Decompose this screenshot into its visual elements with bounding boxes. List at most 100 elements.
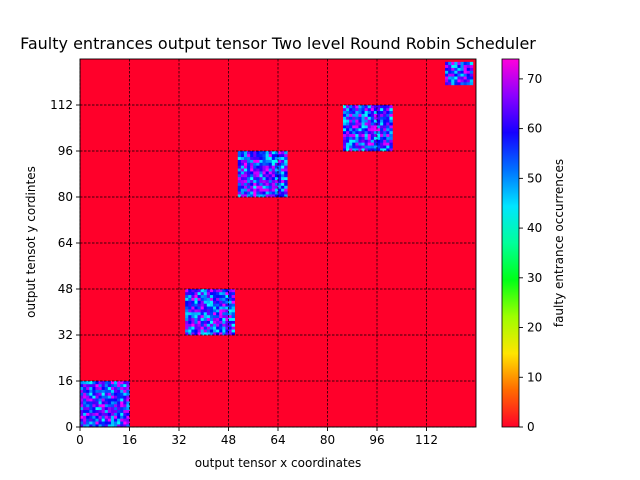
heatmap-cell: [104, 401, 109, 405]
heatmap-cell: [117, 404, 121, 408]
heatmap-cell: [216, 329, 220, 333]
heatmap-cell: [240, 156, 245, 160]
heatmap-cell: [219, 323, 223, 327]
heatmap-cell: [383, 105, 387, 109]
heatmap-cell: [389, 145, 393, 149]
heatmap-cell: [185, 329, 189, 333]
heatmap-cell: [107, 392, 112, 396]
heatmap-cell: [259, 191, 263, 195]
heatmap-cell: [83, 412, 87, 416]
heatmap-cell: [117, 383, 121, 388]
heatmap-cell: [268, 151, 273, 155]
heatmap-cell: [256, 168, 260, 172]
heatmap-cell: [114, 383, 118, 388]
heatmap-cell: [222, 317, 226, 321]
heatmap-cell: [203, 317, 208, 321]
heatmap-cell: [123, 386, 127, 390]
heatmap-cell: [466, 70, 471, 74]
heatmap-cell: [268, 168, 273, 172]
heatmap-cell: [380, 128, 384, 132]
heatmap-cell: [253, 153, 257, 158]
heatmap-cell: [206, 326, 211, 330]
heatmap-cell: [386, 142, 390, 146]
heatmap-cell: [367, 119, 372, 123]
heatmap-cell: [352, 107, 356, 112]
colorbar-gradient: [501, 58, 520, 428]
heatmap-cell: [98, 389, 102, 393]
heatmap-cell: [265, 188, 270, 192]
heatmap-cell: [219, 317, 223, 321]
heatmap-cell: [389, 113, 393, 117]
heatmap-cell: [107, 381, 112, 385]
heatmap-cell: [370, 145, 375, 149]
heatmap-cell: [237, 168, 242, 172]
heatmap-cell: [457, 79, 461, 83]
heatmap-cell: [228, 332, 232, 336]
heatmap-cell: [243, 156, 248, 160]
heatmap-cell: [203, 291, 208, 296]
heatmap-cell: [237, 165, 242, 169]
heatmap-cell: [231, 300, 235, 304]
heatmap-cell: [268, 185, 273, 189]
heatmap-cell: [386, 122, 390, 126]
heatmap-cell: [114, 398, 118, 402]
heatmap-cell: [89, 389, 93, 393]
heatmap-cell: [451, 61, 455, 66]
heatmap-cell: [216, 300, 220, 304]
heatmap-cell: [101, 389, 106, 393]
heatmap-cell: [346, 142, 350, 146]
heatmap-cell: [364, 130, 369, 135]
heatmap-cell: [197, 317, 201, 321]
heatmap-cell: [86, 386, 90, 390]
heatmap-cell: [231, 332, 235, 336]
heatmap-cell: [284, 159, 288, 163]
heatmap-cell: [209, 297, 214, 301]
heatmap-cell: [89, 424, 93, 428]
heatmap-cell: [209, 314, 214, 319]
heatmap-cell: [114, 406, 118, 411]
heatmap-cell: [352, 125, 356, 129]
heatmap-cell: [386, 116, 390, 120]
heatmap-cell: [191, 329, 195, 333]
heatmap-cell: [89, 409, 93, 413]
heatmap-cell: [231, 306, 235, 310]
heatmap-cell: [203, 297, 208, 301]
heatmap-cell: [451, 76, 455, 80]
heatmap-cell: [367, 139, 372, 143]
heatmap-cell: [114, 401, 118, 405]
heatmap-cell: [120, 395, 124, 399]
heatmap-cell: [364, 122, 369, 126]
heatmap-cell: [200, 309, 205, 313]
heatmap-cell: [457, 76, 461, 80]
heatmap-cell: [114, 415, 118, 419]
heatmap-cell: [373, 142, 378, 146]
heatmap-cell: [117, 418, 121, 422]
heatmap-cell: [194, 317, 198, 321]
heatmap-cell: [448, 61, 452, 66]
heatmap-cell: [86, 409, 90, 413]
heatmap-cell: [358, 139, 362, 143]
heatmap-cell: [107, 409, 112, 413]
heatmap-cell: [349, 116, 353, 120]
heatmap-cell: [219, 329, 223, 333]
heatmap-cell: [448, 79, 452, 83]
heatmap-cell: [107, 401, 112, 405]
heatmap-cell: [271, 191, 276, 195]
heatmap-cell: [95, 395, 99, 399]
heatmap-cell: [361, 107, 365, 112]
heatmap-cell: [284, 168, 288, 172]
heatmap-cell: [268, 179, 273, 183]
heatmap-cell: [92, 398, 96, 402]
heatmap-cell: [222, 329, 226, 333]
heatmap-cell: [237, 185, 242, 189]
heatmap-cell: [358, 145, 362, 149]
heatmap-cell: [281, 165, 285, 169]
heatmap-cell: [466, 61, 471, 66]
colorbar-tick-label: 50: [527, 171, 542, 185]
heatmap-cell: [457, 73, 461, 77]
heatmap-cell: [265, 174, 270, 178]
heatmap-cell: [92, 404, 96, 408]
heatmap-cell: [380, 110, 384, 114]
heatmap-cell: [349, 119, 353, 123]
heatmap-cell: [445, 76, 449, 80]
